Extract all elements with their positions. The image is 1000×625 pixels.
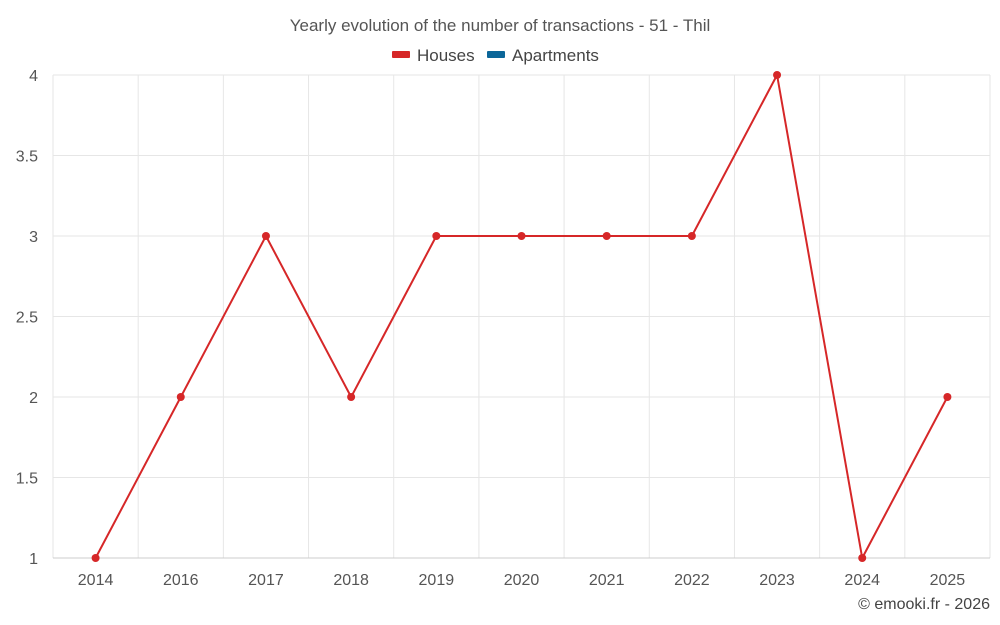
data-point-houses[interactable]: [176, 393, 185, 401]
x-tick-label: 2025: [930, 572, 966, 589]
y-tick-label: 3.5: [16, 149, 38, 166]
y-tick-label: 1: [29, 551, 38, 568]
legend-label-apartments[interactable]: Apartments: [512, 46, 599, 65]
x-tick-label: 2022: [674, 572, 710, 589]
x-tick-label: 2016: [163, 572, 199, 589]
y-tick-label: 4: [29, 68, 38, 85]
x-tick-label: 2018: [333, 572, 369, 589]
credit-text: © emooki.fr - 2026: [858, 596, 990, 613]
data-point-houses[interactable]: [432, 232, 441, 240]
data-point-houses[interactable]: [261, 232, 270, 240]
data-point-houses[interactable]: [687, 232, 696, 240]
x-tick-label: 2023: [759, 572, 795, 589]
x-tick-label: 2019: [419, 572, 455, 589]
x-axis: 2014 2016 2017 2018 2019 2020 2021 2022 2023 2024…: [53, 557, 990, 589]
data-point-houses[interactable]: [773, 71, 782, 79]
y-tick-label: 2: [29, 390, 38, 407]
legend-swatch-houses: [392, 51, 410, 58]
x-tick-label: 2017: [248, 572, 284, 589]
y-axis: 1 1.5 2 2.5 3 3.5 4: [16, 68, 38, 568]
x-tick-label: 2020: [504, 572, 540, 589]
plot-area: [91, 71, 952, 562]
x-tick-label: 2014: [78, 572, 114, 589]
y-tick-label: 1.5: [16, 471, 38, 488]
data-point-houses[interactable]: [602, 232, 611, 240]
data-point-houses[interactable]: [91, 554, 100, 562]
data-point-houses[interactable]: [943, 393, 952, 401]
x-tick-label: 2021: [589, 572, 625, 589]
data-point-houses[interactable]: [347, 393, 356, 401]
y-tick-label: 3: [29, 229, 38, 246]
legend: Houses Apartments: [392, 46, 599, 65]
x-tick-label: 2024: [844, 572, 880, 589]
data-point-houses[interactable]: [858, 554, 867, 562]
chart-title: Yearly evolution of the number of transa…: [290, 16, 711, 35]
legend-label-houses[interactable]: Houses: [417, 46, 475, 65]
data-point-houses[interactable]: [517, 232, 526, 240]
legend-swatch-apartments: [487, 51, 505, 58]
y-tick-label: 2.5: [16, 310, 38, 327]
